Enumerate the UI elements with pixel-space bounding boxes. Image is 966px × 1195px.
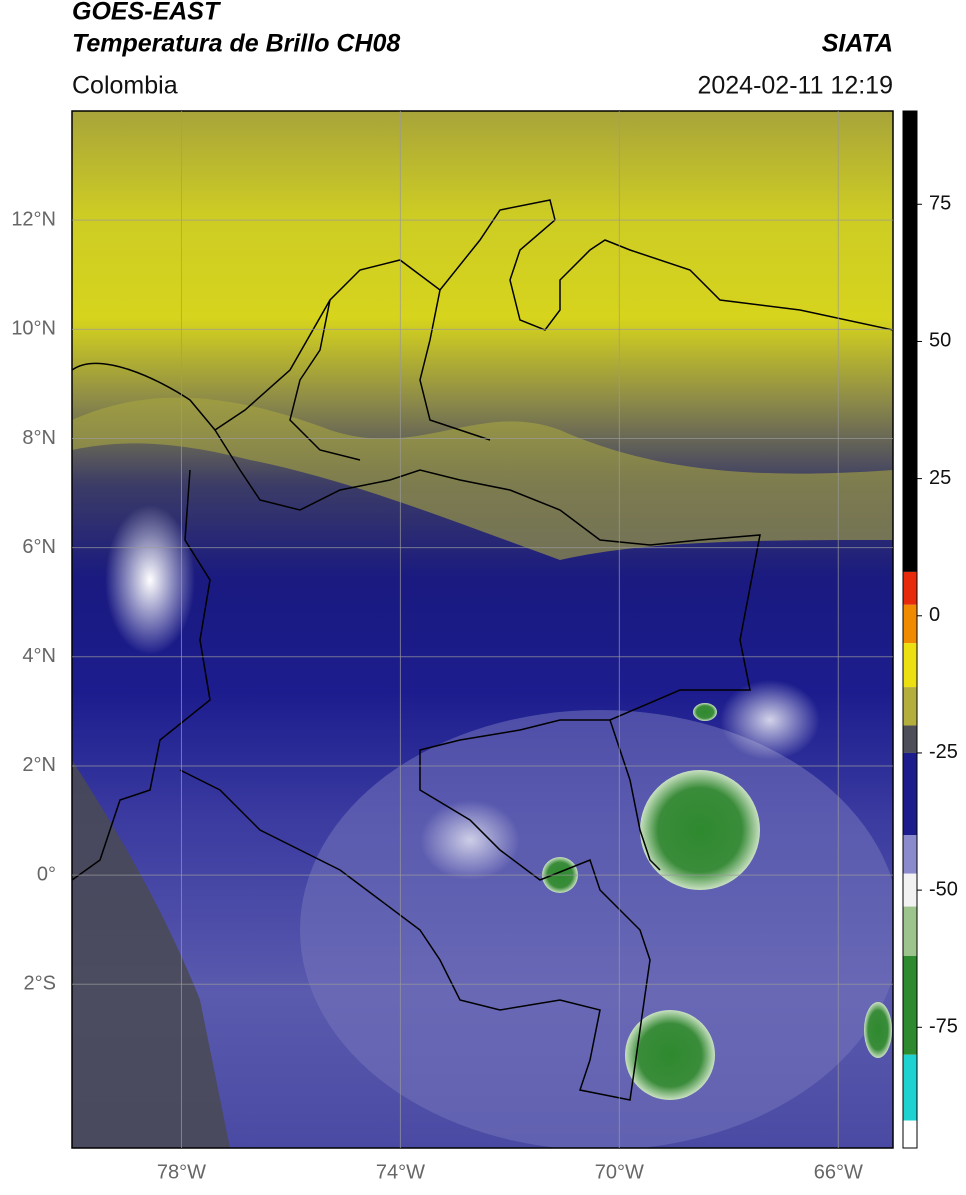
colorbar-segment [903,111,917,572]
map-frame [71,110,894,1149]
colorbar-tick-label: -50 [929,878,958,900]
y-tick-label: 2°S [24,973,56,995]
x-tick-label: 66°W [814,1161,863,1183]
y-tick-label: 8°N [22,427,56,449]
colorbar-frame [902,110,918,1149]
source: SIATA [822,30,893,58]
title: GOES-EAST [72,0,222,26]
colorbar-segment [903,906,917,956]
colorbar-segment [903,1120,917,1148]
colorbar-segment [903,1054,917,1121]
y-tick-label: 10°N [11,318,56,340]
y-tick-label: 6°N [22,536,56,558]
colorbar-segment [903,752,917,836]
colorbar-tick-label: 75 [929,193,951,215]
x-tick-label: 78°W [157,1161,206,1183]
x-tick-label: 70°W [595,1161,644,1183]
satellite-image [72,111,893,1148]
colorbar-segment [903,955,917,1055]
colorbar-tick-label: 25 [929,467,951,489]
colorbar-tick-label: -25 [929,741,958,763]
y-tick-label: 0° [37,863,56,885]
region: Colombia [72,72,178,100]
colorbar-segment [903,643,917,688]
colorbar-segment [903,604,917,644]
colorbar-segment [903,571,917,605]
colorbar-tick-label: 0 [929,604,940,626]
colorbar-tick-label: 50 [929,330,951,352]
datetime: 2024-02-11 12:19 [697,72,893,100]
colorbar-segment [903,725,917,753]
colorbar-segment [903,835,917,874]
y-tick-label: 12°N [11,208,56,230]
colorbar-tick-label: -75 [929,1016,958,1038]
y-tick-label: 2°N [22,754,56,776]
x-tick-label: 74°W [376,1161,425,1183]
subtitle: Temperatura de Brillo CH08 [72,30,400,58]
borders [72,199,893,1101]
colorbar-segment [903,687,917,726]
colorbar-segment [903,873,917,907]
y-tick-label: 4°N [22,645,56,667]
